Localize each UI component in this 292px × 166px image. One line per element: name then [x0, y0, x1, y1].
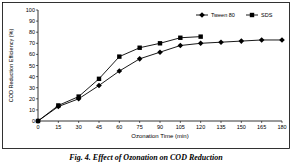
x-tick [241, 121, 242, 123]
x-tick [200, 121, 201, 123]
x-tick [261, 121, 262, 123]
x-tick-label: 75 [137, 124, 143, 130]
data-point [36, 119, 40, 123]
y-tick-label: 80 [29, 29, 35, 35]
data-point [97, 77, 101, 81]
y-tick-label: 20 [29, 96, 35, 102]
data-point [56, 103, 60, 107]
x-tick-label: 135 [216, 124, 225, 130]
x-axis-title: Ozonation Time (min) [131, 133, 188, 139]
y-tick [36, 98, 38, 99]
data-point [279, 37, 285, 43]
data-point [76, 94, 80, 98]
data-point [178, 43, 184, 49]
x-tick [58, 121, 59, 123]
x-tick [221, 121, 222, 123]
y-tick [36, 21, 38, 22]
y-tick [36, 32, 38, 33]
y-tick-label: 70 [29, 40, 35, 46]
x-tick [139, 121, 140, 123]
data-point [259, 37, 265, 43]
y-tick [36, 10, 38, 11]
y-tick [36, 43, 38, 44]
y-tick-label: 50 [29, 63, 35, 69]
data-point [198, 41, 204, 47]
y-tick [36, 87, 38, 88]
chart: 0 15 30 45 60 75 90 105 120 135 150 165 180 0 10 20 30 40… [0, 0, 292, 166]
background [0, 0, 292, 166]
x-tick-label: 180 [277, 124, 286, 130]
data-point [117, 54, 121, 58]
x-tick-label: 90 [157, 124, 163, 130]
y-axis-title: COD Reduction Efficiency (%) [8, 29, 14, 103]
data-point [218, 39, 224, 45]
y-tick-label: 100 [26, 7, 35, 13]
y-tick [36, 54, 38, 55]
y-tick-label: 40 [29, 74, 35, 80]
x-tick [119, 121, 120, 123]
y-tick-label: 30 [29, 85, 35, 91]
y-tick [36, 109, 38, 110]
legend-marker [250, 13, 254, 17]
data-point [137, 56, 143, 62]
x-tick [78, 121, 79, 123]
x-tick-label: 45 [96, 124, 102, 130]
data-point [157, 49, 163, 55]
x-tick-label: 105 [176, 124, 185, 130]
plot-area [35, 34, 285, 123]
x-tick-label: 165 [257, 124, 266, 130]
x-tick-label: 60 [116, 124, 122, 130]
y-tick [36, 76, 38, 77]
x-tick [99, 121, 100, 123]
x-tick-label: 30 [76, 124, 82, 130]
legend-label: Tween 80 [211, 12, 235, 18]
chart-title: Fig. 4. Effect of Ozonation on COD Reduc… [68, 153, 223, 162]
x-tick [160, 121, 161, 123]
x-tick-label: 15 [55, 124, 61, 130]
series-line [38, 37, 201, 121]
data-point [96, 83, 102, 89]
x-tick [282, 121, 283, 123]
y-tick-label: 0 [32, 118, 35, 124]
data-point [137, 46, 141, 50]
data-point [35, 118, 41, 124]
x-tick [180, 121, 181, 123]
data-point [158, 41, 162, 45]
data-point [117, 68, 123, 74]
legend-marker [199, 12, 205, 18]
x-tick-label: 120 [196, 124, 205, 130]
series-line [38, 40, 282, 121]
y-tick-label: 60 [29, 51, 35, 57]
data-point [239, 38, 245, 44]
data-point [178, 36, 182, 40]
y-tick [36, 65, 38, 66]
y-tick-label: 10 [29, 107, 35, 113]
data-point [56, 104, 62, 110]
legend-label: SDS [261, 12, 273, 18]
x-tick-label: 150 [237, 124, 246, 130]
y-tick-label: 90 [29, 18, 35, 24]
data-point [198, 34, 202, 38]
x-tick-label: 0 [36, 124, 39, 130]
chart-frame [3, 3, 290, 149]
